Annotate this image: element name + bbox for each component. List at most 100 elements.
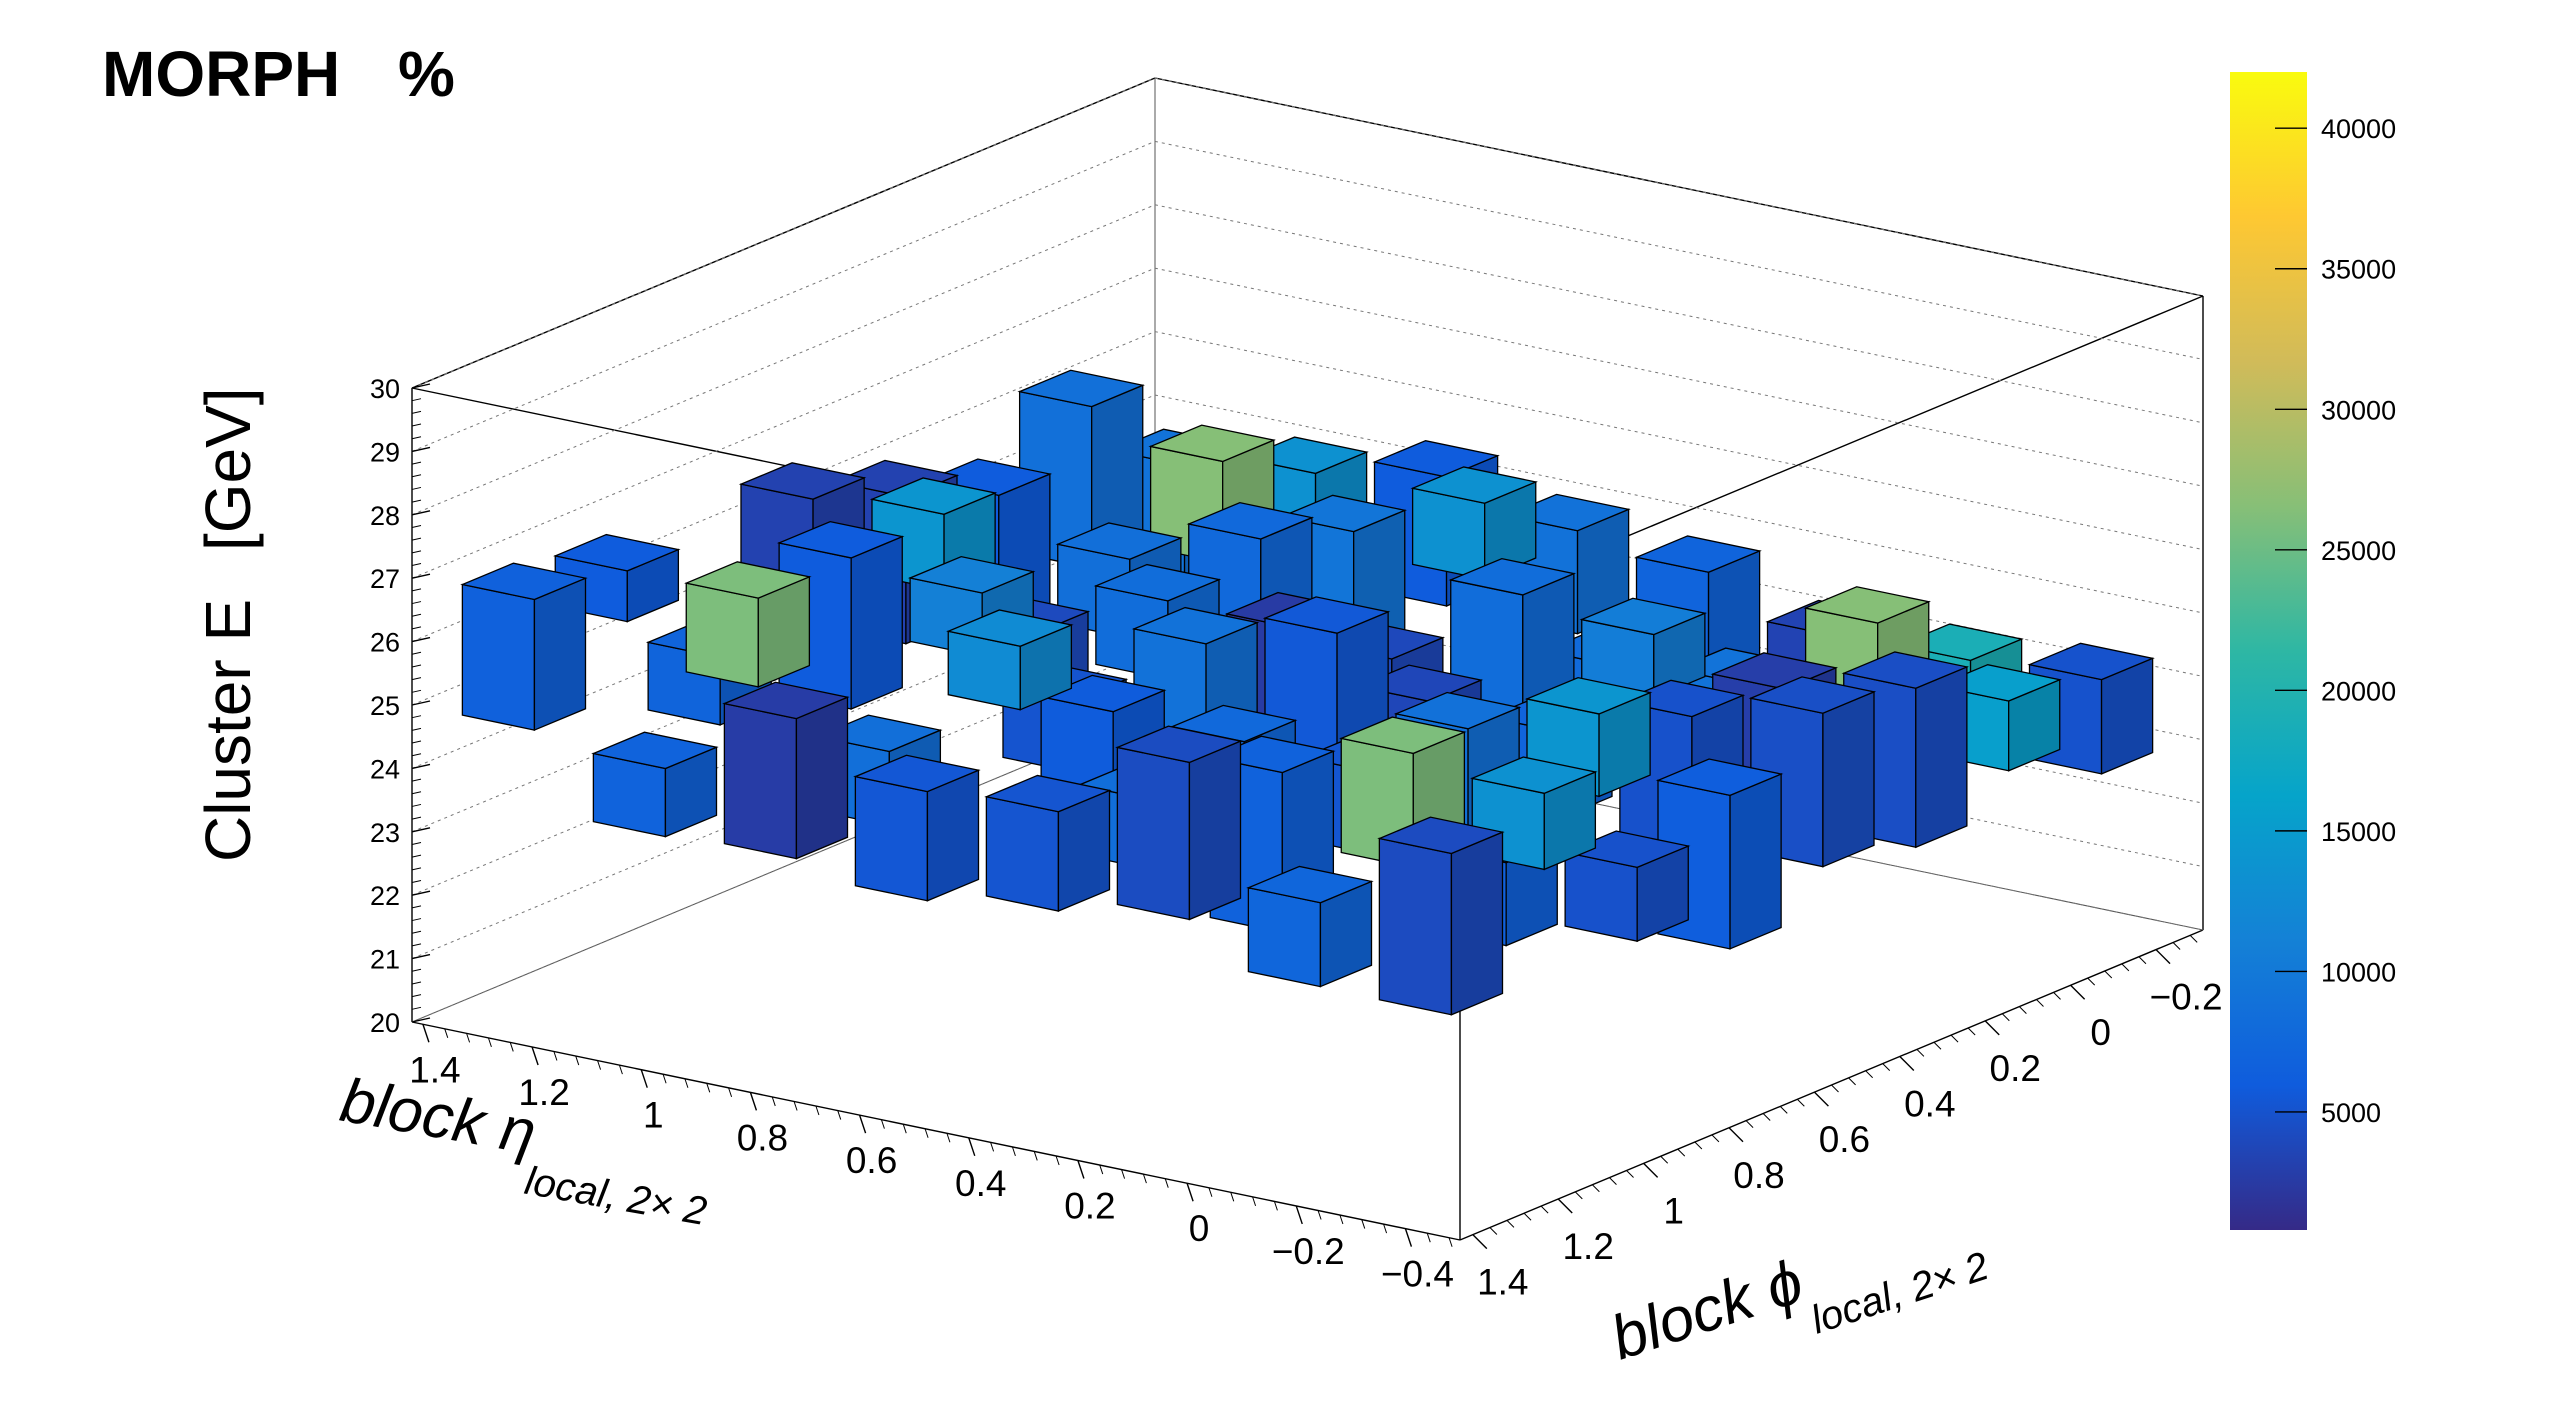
phi-minor-tick [1831, 1084, 1839, 1093]
phi-minor-tick [1592, 1184, 1600, 1193]
eta-minor-tick [618, 1064, 623, 1075]
eta-minor-tick [1011, 1146, 1016, 1157]
z-tick-label: 22 [370, 881, 400, 911]
phi-minor-tick [2001, 1013, 2010, 1022]
eta-minor-tick [902, 1124, 907, 1134]
z-tick [411, 763, 431, 770]
bar-face-right [850, 535, 903, 710]
z-tick-label: 23 [370, 818, 400, 848]
eta-minor-tick [575, 1055, 580, 1066]
bar-face-top [2027, 642, 2155, 681]
bar-face-right [926, 769, 980, 902]
z-minor-tick [411, 867, 422, 871]
color-tick-label: 25000 [2321, 536, 2396, 566]
eta-minor-tick [1383, 1223, 1388, 1234]
z-minor-tick [411, 398, 422, 402]
bar [722, 681, 850, 860]
z-minor-tick [411, 524, 422, 528]
bar-face-top [1655, 758, 1784, 797]
bars [460, 369, 2155, 1016]
color-bar: 5000 10000 15000 20000 25000 30000 35000 40000 [2230, 72, 2396, 1230]
bar-face-top [1093, 563, 1222, 602]
bar-face-top [1579, 597, 1708, 636]
z-minor-tick [411, 588, 422, 592]
phi-minor-tick [1848, 1077, 1856, 1086]
grid-line [411, 331, 2204, 643]
phi-minor-tick [1523, 1212, 1532, 1221]
bar-face-top [1748, 676, 1877, 714]
frame-edge [1154, 77, 2204, 297]
z-tick [411, 636, 431, 643]
z-minor-tick [411, 816, 422, 820]
z-minor-tick [411, 563, 422, 567]
z-minor-tick [411, 537, 422, 541]
bar-face-top [946, 609, 1074, 647]
color-tick-label: 10000 [2321, 957, 2396, 987]
bar-face-left [985, 795, 1060, 912]
bar-face-left [1116, 746, 1191, 921]
phi-tick-label: 0 [2090, 1012, 2111, 1053]
phi-minor-tick [2172, 942, 2181, 950]
bar-face-top [1148, 424, 1276, 463]
z-tick [411, 953, 431, 960]
z-minor-tick [411, 968, 422, 972]
z-minor-tick [411, 791, 422, 795]
eta-axis: 1.4 1.2 1 0.8 0.6 0.4 0.2 0 −0.2 −0.4 [409, 1024, 1454, 1295]
bar-face-right [1729, 773, 1782, 950]
z-tick [411, 446, 431, 453]
bar-face-top [738, 462, 867, 500]
z-minor-tick [411, 423, 422, 427]
z-tick-label: 29 [370, 437, 400, 467]
bar-face-top [1055, 522, 1184, 560]
bar-face-top [984, 774, 1112, 813]
bar-face-top [1131, 606, 1260, 645]
bar [853, 754, 981, 902]
eta-minor-tick [1033, 1151, 1038, 1161]
bar [1655, 758, 1784, 950]
eta-tick-label: 1 [643, 1095, 664, 1136]
phi-minor-tick [1882, 1063, 1891, 1071]
phi-minor-tick [1933, 1041, 1942, 1050]
phi-tick-label: 0.6 [1819, 1119, 1870, 1160]
bar-face-top [1524, 676, 1653, 715]
eta-minor-tick [793, 1101, 798, 1111]
z-minor-tick [411, 930, 422, 934]
z-tick-label: 24 [370, 754, 400, 784]
z-axis: 20 21 22 23 24 25 26 27 28 29 30 [370, 374, 431, 1038]
bar-face-top [1448, 557, 1577, 596]
eta-minor-tick [990, 1142, 995, 1152]
z-minor-tick [411, 664, 422, 668]
phi-tick [1728, 1127, 1744, 1143]
z-axis-title-unit: [GeV] [192, 387, 264, 551]
z-minor-tick [411, 499, 422, 503]
z-tick-label: 28 [370, 501, 400, 531]
phi-minor-tick [1677, 1148, 1686, 1157]
eta-tick [531, 1046, 539, 1066]
phi-minor-tick [1694, 1141, 1703, 1150]
eta-minor-tick [487, 1037, 492, 1048]
bar-face-top [869, 477, 998, 515]
bar [684, 561, 812, 688]
eta-minor-tick [706, 1083, 711, 1093]
z-minor-tick [411, 550, 422, 554]
eta-minor-tick [444, 1028, 449, 1038]
bar-face-top [1470, 756, 1598, 794]
z-minor-tick [411, 880, 422, 884]
bar-face-top [684, 561, 812, 599]
eta-tick-label: −0.4 [1381, 1254, 1454, 1295]
phi-minor-tick [2189, 934, 2198, 943]
eta-minor-tick [466, 1033, 471, 1043]
phi-minor-tick [1745, 1120, 1754, 1128]
eta-minor-tick [1121, 1169, 1126, 1179]
color-tick-label: 15000 [2321, 817, 2396, 847]
percent-overlay: % [398, 38, 455, 110]
eta-tick [422, 1024, 430, 1043]
eta-tick [1077, 1160, 1085, 1179]
bar-face-top [1262, 596, 1391, 634]
z-minor-tick [411, 689, 422, 693]
eta-minor-tick [1055, 1155, 1060, 1166]
bar-face-top [1017, 369, 1145, 408]
z-tick-label: 27 [370, 564, 400, 594]
phi-minor-tick [2104, 970, 2113, 979]
grid-line [411, 204, 2204, 516]
